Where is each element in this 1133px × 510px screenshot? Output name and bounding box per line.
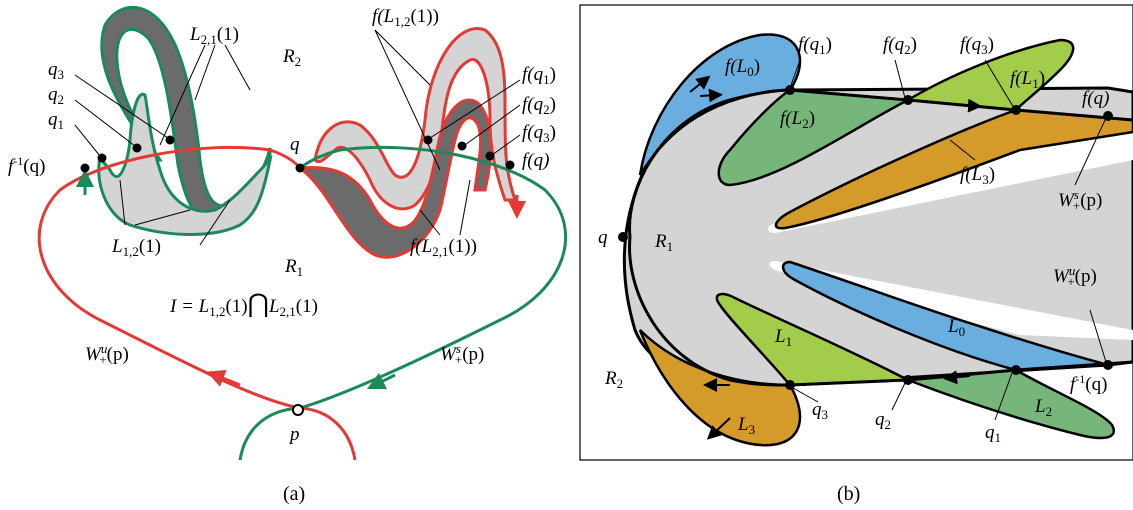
label-fq3-b: f(q3)	[960, 34, 994, 57]
caption-b: (b)	[837, 483, 860, 505]
label-fq2-a: f(q2)	[522, 94, 556, 117]
lobe-fL12-right	[313, 27, 518, 211]
point-fq3-b	[1011, 105, 1021, 115]
point-q-a	[295, 163, 305, 173]
caption-a: (a)	[283, 483, 305, 505]
lobe-fL21-right	[295, 98, 493, 259]
label-Ws-b: Ws +(p)	[1058, 187, 1102, 213]
label-fq-b: f(q)	[1082, 88, 1109, 109]
lobe-L1	[715, 292, 913, 387]
panel-b: f(L0) f(q1) f(q2) f(q3) f(q) f(L1) f(L2)…	[579, 4, 1133, 461]
point-finv-q-a	[80, 163, 90, 173]
label-fL2: f(L2)	[780, 108, 815, 131]
label-fq1-b: f(q1)	[798, 34, 832, 57]
leader-lines-b	[789, 59, 1107, 421]
label-q1-a: q1	[48, 109, 64, 132]
stable-arrow	[366, 372, 396, 390]
lobe-fL2	[717, 88, 913, 187]
label-p: p	[288, 424, 300, 445]
label-fq2-b: f(q2)	[883, 34, 917, 57]
arrow-b-6	[706, 417, 731, 440]
label-Wu-b: Wu +(p)	[1053, 263, 1097, 289]
label-finv-q-b: f-1(q)	[1070, 372, 1107, 395]
point-fq3-a	[485, 151, 495, 161]
label-R2-b: R2	[604, 368, 623, 391]
label-L2: L2	[1034, 396, 1052, 419]
label-q2-a: q2	[48, 84, 64, 107]
point-q-b	[618, 232, 628, 242]
label-R2-a: R2	[282, 46, 301, 69]
point-fq-a	[505, 160, 515, 170]
unstable-arrow	[206, 369, 241, 387]
point-q1-b	[1011, 365, 1021, 375]
label-q-a: q	[290, 134, 300, 155]
label-R1-b: R1	[654, 231, 673, 254]
arrow-b-2	[699, 88, 723, 103]
lobe-fL1	[904, 38, 1075, 112]
point-finv-q-b	[1103, 360, 1113, 370]
label-fq-a: f(q)	[522, 150, 549, 171]
label-fL1: f(L1)	[1010, 68, 1045, 91]
lobe-L2	[907, 368, 1115, 440]
lobe-L0	[781, 260, 1109, 372]
cut-lower	[769, 260, 1133, 340]
label-R1-a: R1	[284, 256, 303, 279]
label-q3-a: q3	[48, 59, 64, 82]
label-fq3-a: f(q3)	[522, 122, 556, 145]
arrow-b-3	[954, 98, 982, 113]
label-q3-b: q3	[812, 399, 828, 422]
lobe-fL3	[774, 108, 1133, 230]
label-intersection-I: I = L1,2(1)⋂L2,1(1)	[169, 289, 318, 319]
label-q2-b: q2	[875, 409, 891, 432]
point-fq1-b	[785, 85, 795, 95]
point-p	[292, 404, 304, 416]
label-L21: L2,1(1)	[189, 24, 239, 47]
label-fL0: f(L0)	[725, 56, 760, 79]
point-q3-b	[785, 380, 795, 390]
point-fq-b	[1103, 111, 1113, 121]
label-fq1-a: f(q1)	[522, 64, 556, 87]
leader-lines-a	[74, 29, 521, 246]
label-fL21: f(L2,1(1))	[410, 236, 477, 259]
label-q-b: q	[598, 227, 608, 248]
label-fL12: f(L1,2(1))	[372, 6, 439, 29]
label-fL3: f(L3)	[960, 164, 995, 187]
point-fq2-a	[457, 141, 467, 151]
label-finv-q-a: f-1(q)	[8, 154, 45, 177]
label-Wu-a: Wu +(p)	[85, 341, 129, 367]
label-L0: L0	[947, 316, 965, 339]
point-fq2-b	[903, 95, 913, 105]
label-q1-b: q1	[985, 422, 1001, 445]
label-L3: L3	[737, 414, 755, 437]
label-L1: L1	[774, 326, 792, 349]
lobe-L21-left	[100, 6, 272, 227]
point-q2-b	[903, 375, 913, 385]
panel-a: L2,1(1) R2 f(L1,2(1)) q3 q2 q1 f-1(q) q …	[8, 6, 568, 505]
label-L12: L1,2(1)	[111, 236, 161, 259]
arrow-b-1	[689, 75, 711, 93]
lobe-L12-left	[97, 92, 273, 236]
label-Ws-a: Ws +(p)	[440, 341, 484, 367]
arrow-b-4	[943, 370, 971, 385]
